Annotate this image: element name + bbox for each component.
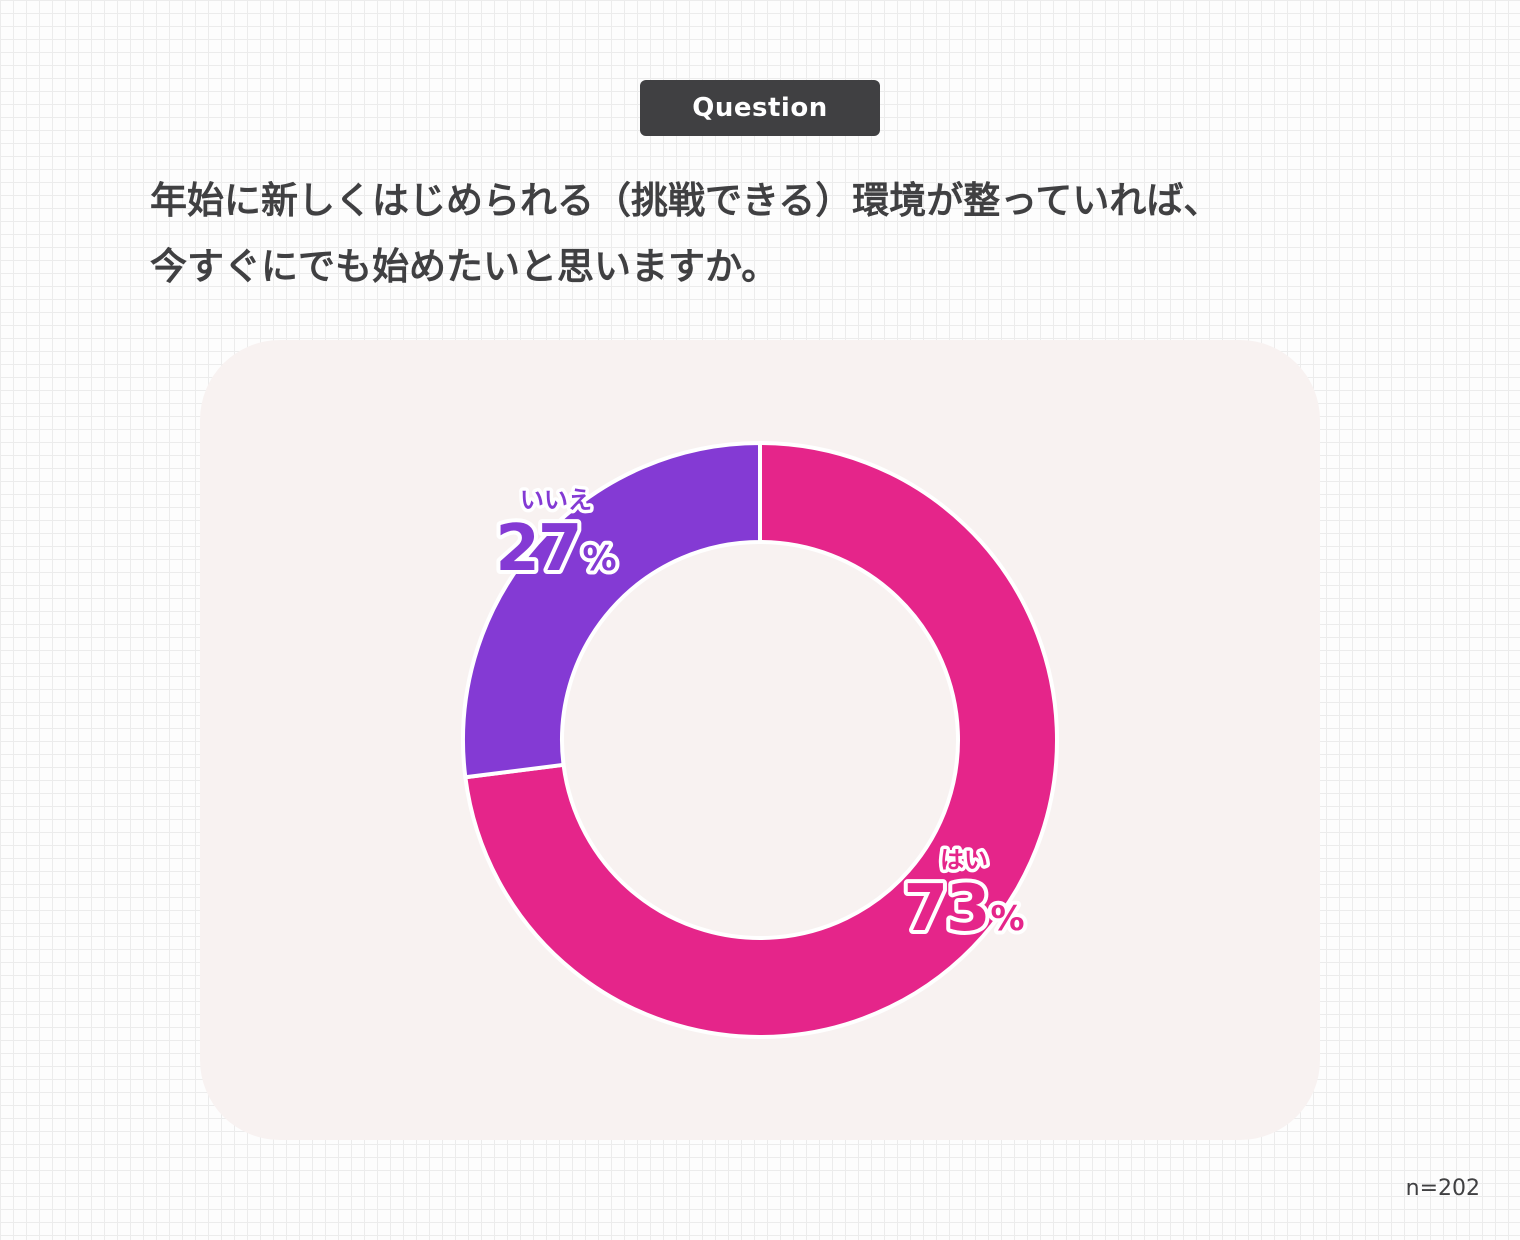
question-badge: Question <box>640 80 880 136</box>
label-no-value: 27% <box>495 512 616 586</box>
label-yes-unit: % <box>991 899 1025 939</box>
slice-no <box>461 441 762 780</box>
label-no-category: いいえ <box>520 486 592 514</box>
label-no-number: 27 <box>495 512 580 586</box>
label-no-unit: % <box>582 539 616 579</box>
sample-size: n=202 <box>1405 1176 1480 1201</box>
label-yes-category: はい <box>940 846 988 874</box>
question-title: 年始に新しくはじめられる（挑戦できる）環境が整っていれば、 今すぐにでも始めたい… <box>150 168 1390 300</box>
donut-slices <box>461 441 1059 1039</box>
question-line-2: 今すぐにでも始めたいと思いますか。 <box>150 245 779 288</box>
label-yes-value: 73% <box>903 872 1024 946</box>
question-line-1: 年始に新しくはじめられる（挑戦できる）環境が整っていれば、 <box>150 179 1221 222</box>
slice-yes <box>463 441 1059 1039</box>
label-yes-number: 73 <box>903 872 988 946</box>
